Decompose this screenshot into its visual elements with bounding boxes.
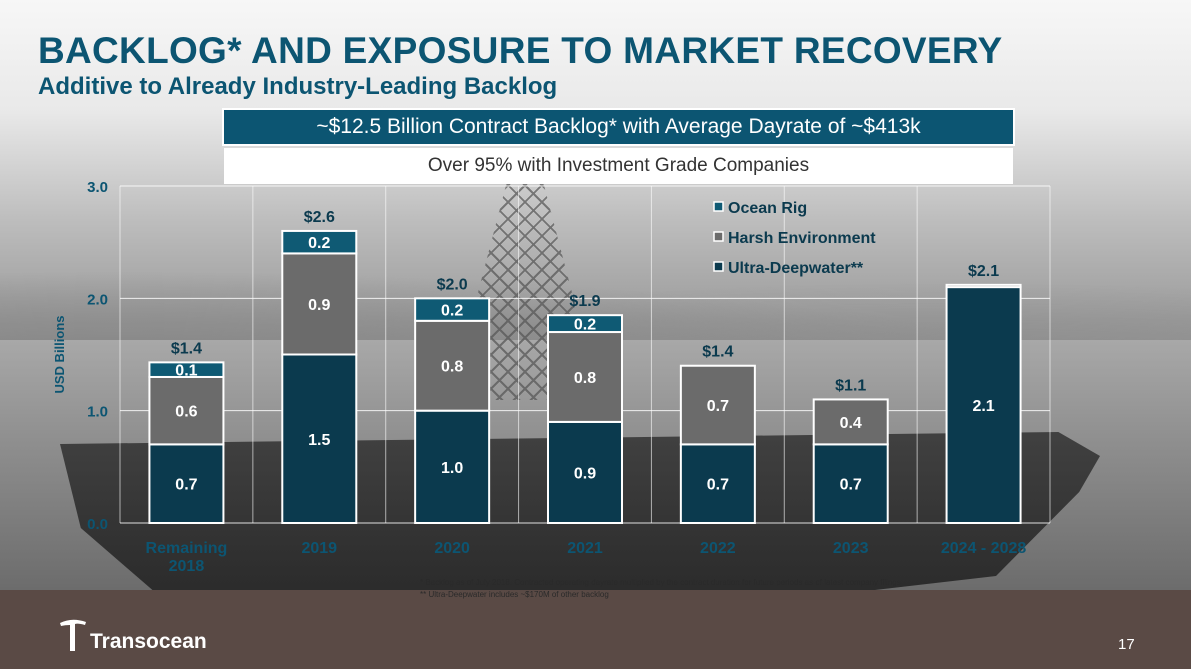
bar-value-label: 1.5 [308,432,330,449]
x-tick-label: Remaining [146,540,228,557]
x-tick-label: 2020 [434,540,470,557]
y-tick-label: 1.0 [87,404,108,421]
legend-swatch [713,231,724,242]
bar-segment-ultra-deepwater [945,286,1022,524]
transocean-logo: Transocean [58,617,207,653]
x-tick-label: 2018 [169,558,205,575]
bar-value-label: 0.7 [707,398,729,415]
bar-segment-harsh-environment [547,331,623,423]
legend-label: Ultra-Deepwater** [728,260,864,277]
bar-segment-ultra-deepwater [812,443,889,524]
bar-total-label: $2.0 [437,276,468,293]
bar-segment-harsh-environment [812,398,889,446]
bar-value-label: 0.9 [308,297,330,314]
bar-value-label: 0.8 [441,359,463,376]
bar-segment-harsh-environment [281,252,358,356]
bar-value-label: 0.2 [574,317,596,334]
y-tick-label: 0.0 [87,516,108,533]
bar-total-label: $1.9 [569,293,600,310]
footnote-backlog: * Backlog as of July 2018. Contracted op… [420,578,901,587]
bar-value-label: 1.0 [441,460,463,477]
bar-value-label: 0.2 [441,303,463,320]
slide-title: BACKLOG* AND EXPOSURE TO MARKET RECOVERY [38,30,1003,71]
bar-value-label: 2.1 [972,398,994,415]
bar-value-label: 0.4 [840,415,862,432]
bar-value-label: 0.8 [574,370,596,387]
bar-segment-harsh-environment [148,375,225,446]
bar-segment-ultra-deepwater [414,409,491,524]
bar-total-label: $1.1 [835,377,866,394]
x-tick-label: 2019 [301,540,337,557]
transocean-t-icon [60,619,86,651]
bar-value-label: 0.9 [574,465,596,482]
x-tick-label: 2024 - 2028 [941,540,1027,557]
bar-segment-harsh-environment [414,319,491,412]
y-tick-label: 2.0 [87,291,108,308]
bar-segment-ocean-rig [414,297,491,322]
bar-total-label: $2.6 [304,209,335,226]
x-tick-label: 2023 [833,540,869,557]
backlog-banner-text: ~$12.5 Billion Contract Backlog* with Av… [316,115,921,138]
bar-value-label: 0.7 [840,477,862,494]
bar-segment-ultra-deepwater [281,353,358,524]
legend-swatch [713,261,724,272]
logo-wordmark: Transocean [90,630,207,653]
bar-total-label: $1.4 [702,344,733,361]
footnote-ultra-deepwater: ** Ultra-Deepwater includes ~$170M of ot… [420,590,609,599]
bar-value-label: 0.7 [175,477,197,494]
bar-value-label: 0.6 [175,404,197,421]
legend-label: Harsh Environment [728,230,876,247]
bar-segment-ocean-rig [148,361,225,378]
bar-segment-ultra-deepwater [679,443,756,524]
y-tick-label: 3.0 [87,179,108,196]
x-tick-label: 2021 [567,540,603,557]
bar-segment-ultra-deepwater [547,420,623,524]
investment-grade-banner: Over 95% with Investment Grade Companies [224,148,1013,184]
bar-value-label: 0.7 [707,477,729,494]
slide-subtitle: Additive to Already Industry-Leading Bac… [38,73,558,100]
legend-label: Ocean Rig [728,200,807,217]
bar-total-label: $1.4 [171,340,202,357]
bar-segment-harsh-environment [945,283,1022,289]
backlog-banner: ~$12.5 Billion Contract Backlog* with Av… [222,108,1015,146]
page-number: 17 [1118,636,1135,653]
y-axis-label: USD Billions [52,315,67,393]
legend-swatch [713,201,724,212]
bar-segment-ocean-rig [281,229,358,255]
bar-segment-ocean-rig [547,314,623,334]
bar-segment-harsh-environment [679,364,756,446]
bar-total-label: $2.1 [968,263,999,280]
footer-band [0,590,1191,669]
x-tick-label: 2022 [700,540,736,557]
bar-value-label: 0.2 [308,235,330,252]
bar-value-label: 0.1 [175,363,197,380]
investment-grade-banner-text: Over 95% with Investment Grade Companies [427,155,810,176]
